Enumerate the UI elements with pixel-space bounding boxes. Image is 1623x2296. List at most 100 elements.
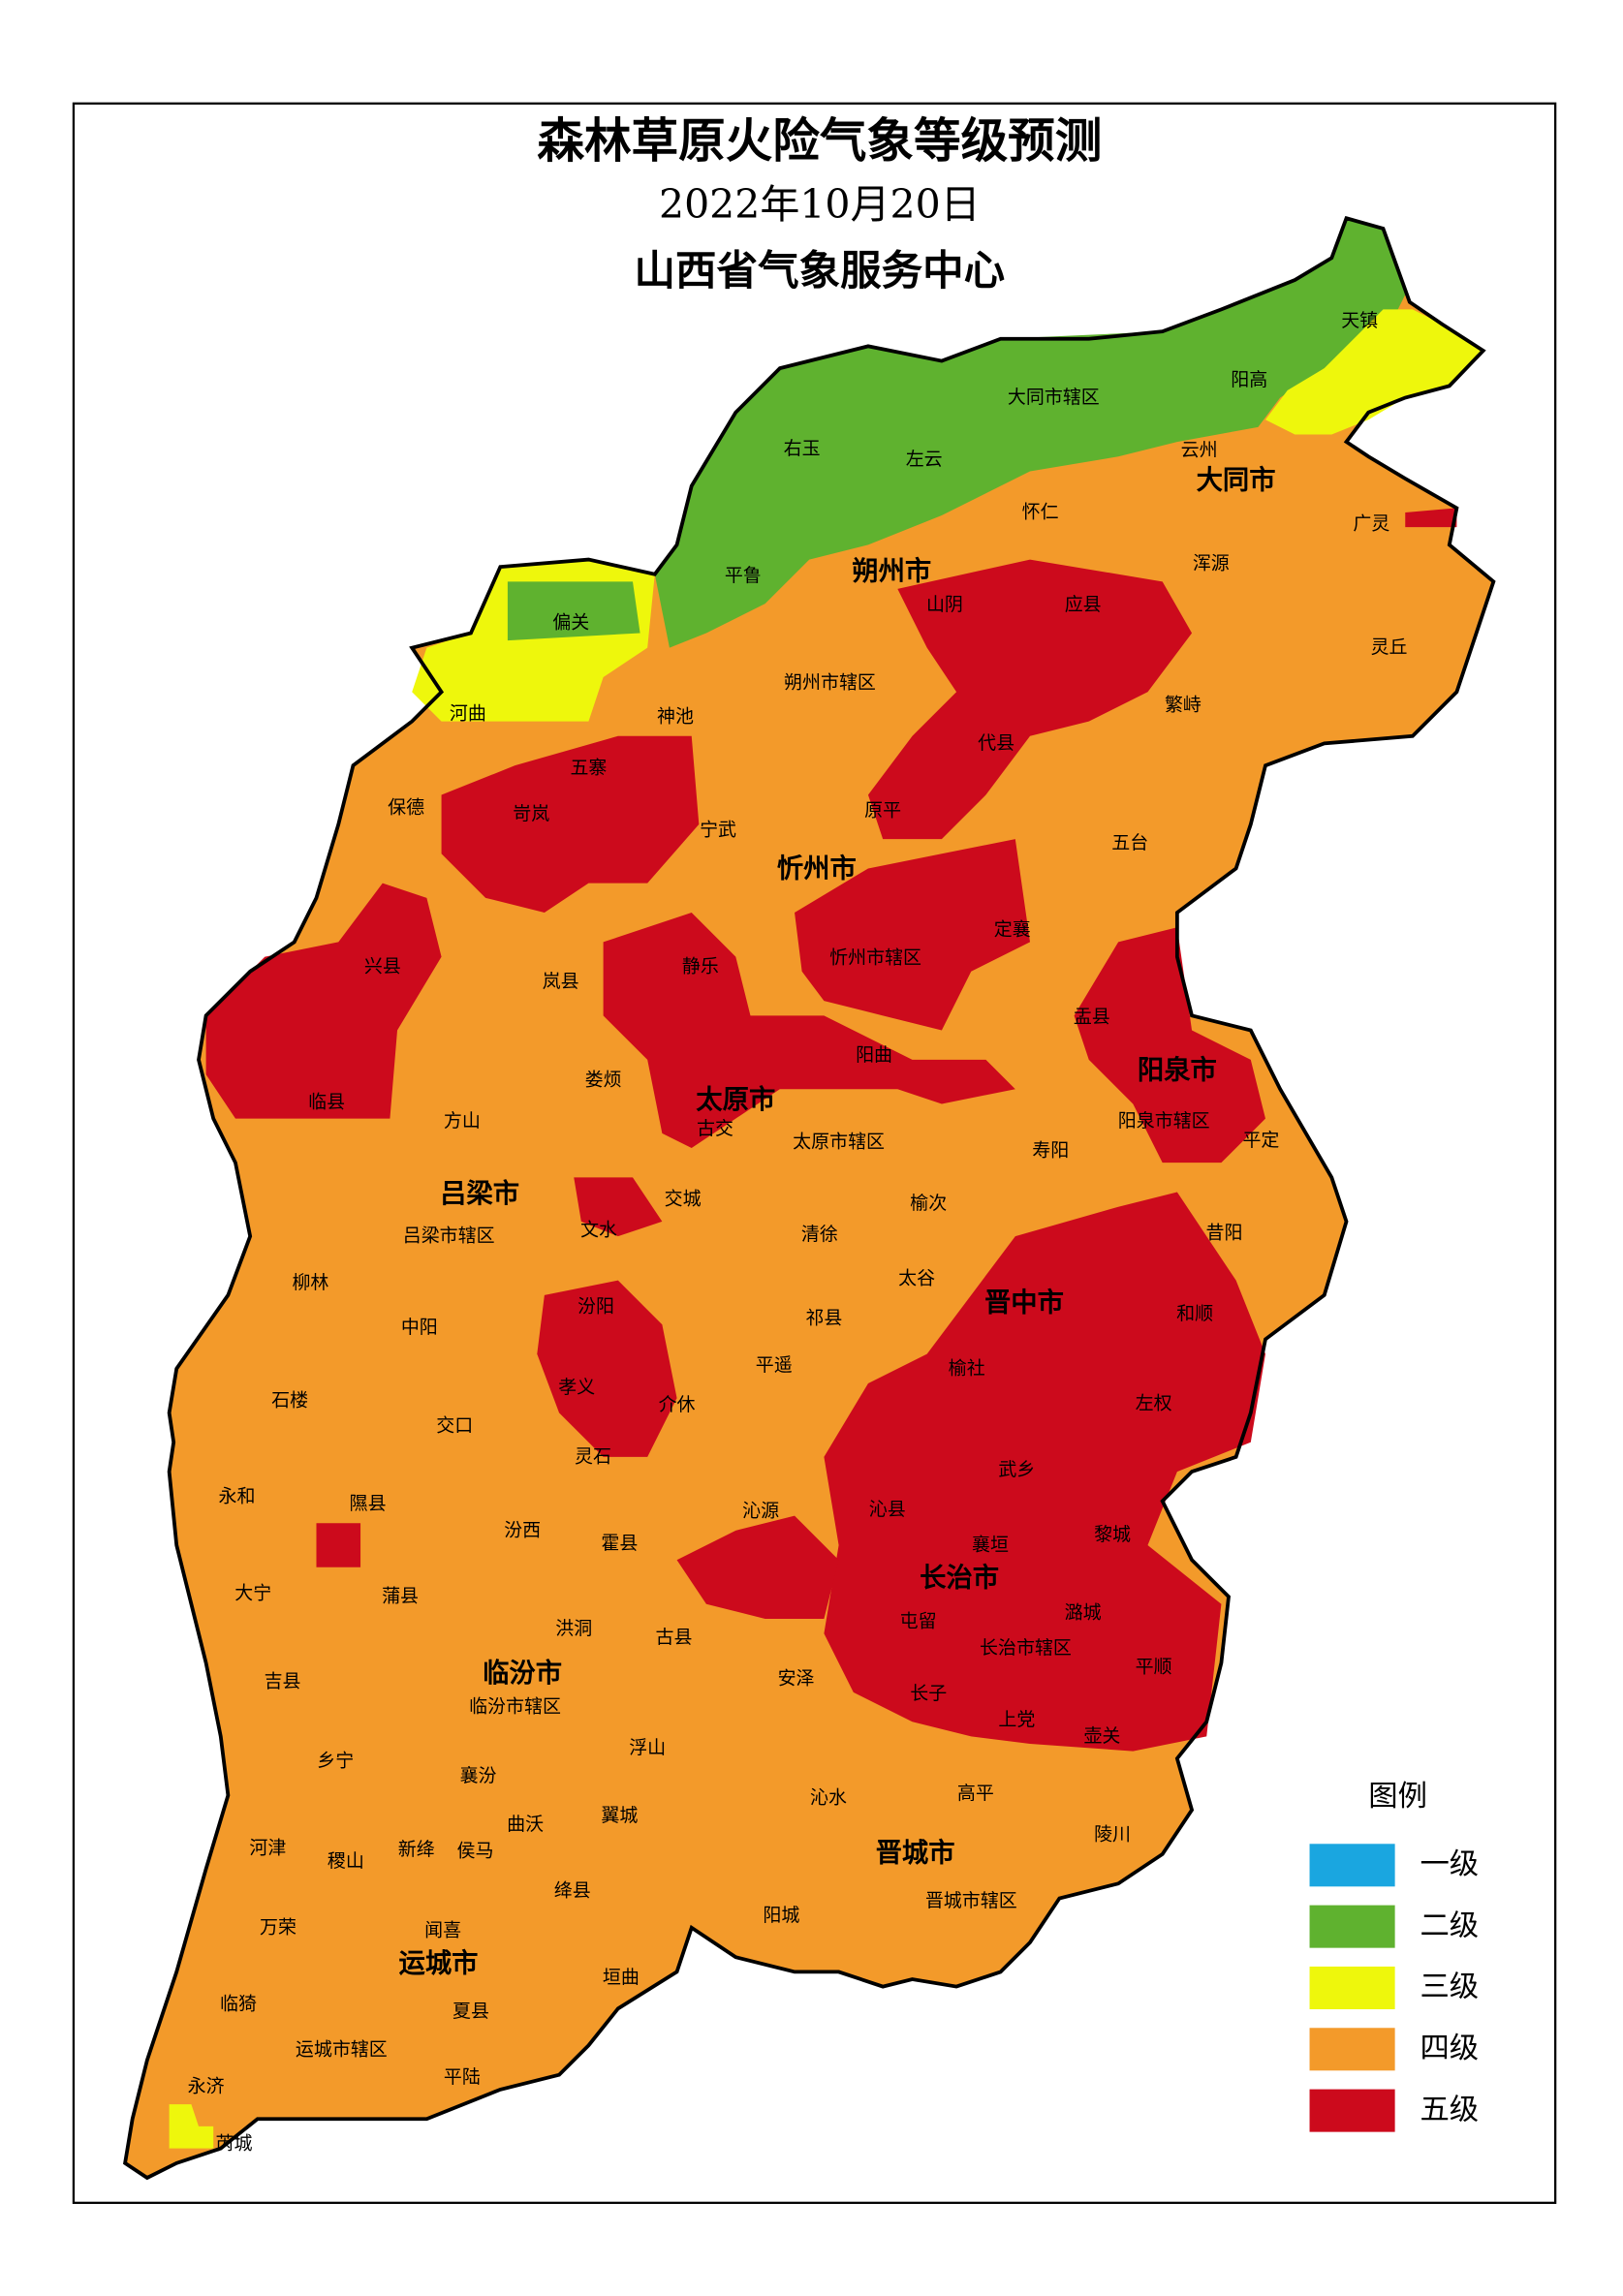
fire-zone [574,1177,663,1237]
legend-label: 五级 [1420,2093,1479,2126]
county-label: 和顺 [1176,1303,1213,1324]
county-label: 天镇 [1341,310,1378,331]
legend-label: 三级 [1420,1970,1479,2004]
city-label: 朔州市 [852,556,931,587]
issuer: 山西省气象服务中心 [635,247,1006,295]
city-label: 晋城市 [876,1837,955,1868]
county-label: 定襄 [994,919,1031,941]
fire-zone [654,218,1406,648]
legend-swatch [1309,1966,1395,2009]
county-label: 汾西 [504,1519,541,1540]
county-label: 静乐 [682,956,719,977]
county-label: 岚县 [543,971,579,992]
county-label: 上党 [998,1709,1035,1730]
legend-swatch [1309,1905,1395,1948]
county-label: 阳城 [763,1905,799,1926]
county-label: 交城 [665,1189,702,1210]
legend-swatch [1309,2089,1395,2132]
fire-zone [676,1515,839,1619]
fire-zone [1264,309,1483,435]
county-label: 山阴 [926,594,963,615]
county-label: 怀仁 [1022,501,1059,522]
county-label: 绛县 [554,1879,591,1901]
county-label: 大同市辖区 [1008,387,1100,408]
county-label: 高平 [957,1783,994,1804]
county-label: 河津 [249,1837,286,1858]
fire-zone [867,559,1193,840]
county-label: 五台 [1111,832,1148,853]
fire-zone [1405,508,1457,528]
county-label: 盂县 [1074,1006,1110,1027]
county-label: 潞城 [1065,1601,1102,1623]
county-label: 闻喜 [424,1919,461,1940]
county-label: 石楼 [271,1390,308,1412]
county-label: 广灵 [1353,513,1389,535]
fire-zone [316,1523,361,1567]
county-label: 沁源 [742,1501,779,1522]
county-label: 昔阳 [1205,1223,1242,1244]
province-border [123,215,1496,2181]
county-label: 灵丘 [1371,636,1408,658]
county-label: 隰县 [350,1493,387,1514]
county-label: 霍县 [601,1533,638,1554]
county-label: 吉县 [265,1671,301,1692]
county-label: 保德 [388,797,424,819]
county-label: 吕梁市辖区 [403,1226,495,1247]
county-label: 浮山 [629,1737,666,1758]
county-label: 五寨 [570,758,607,779]
date: 2022年10月20日 [659,181,981,228]
county-label: 汾阳 [577,1296,614,1318]
county-label: 黎城 [1094,1524,1131,1545]
frame [72,102,1557,2204]
county-label: 翼城 [601,1805,638,1826]
county-label: 文水 [580,1220,617,1241]
county-label: 柳林 [292,1272,328,1293]
county-label: 应县 [1065,594,1102,615]
county-label: 平定 [1242,1130,1279,1151]
county-label: 永济 [188,2075,225,2096]
county-label: 襄垣 [972,1535,1009,1556]
city-label: 运城市 [399,1947,479,1978]
legend-label: 一级 [1420,1847,1479,1881]
county-label: 襄汾 [460,1765,497,1786]
county-label: 繁峙 [1165,694,1202,715]
city-label: 阳泉市 [1138,1055,1217,1086]
county-label: 临县 [308,1091,345,1112]
county-label: 代县 [978,732,1014,754]
county-label: 平遥 [756,1354,793,1376]
county-label: 浑源 [1193,553,1230,574]
fire-zone [1074,927,1265,1164]
county-label: 乡宁 [317,1751,354,1772]
fire-zone [537,1280,677,1457]
county-label: 宁武 [700,819,736,840]
county-label: 平顺 [1136,1657,1172,1678]
county-label: 娄烦 [585,1070,622,1091]
county-label: 芮城 [215,2133,252,2155]
county-label: 神池 [657,706,694,728]
county-label: 榆社 [949,1357,985,1379]
legend-title: 图例 [1368,1780,1427,1814]
county-label: 寿阳 [1032,1140,1069,1162]
fire-zone [507,581,640,641]
county-label: 曲沃 [507,1814,544,1835]
county-label: 洪洞 [555,1618,592,1639]
county-label: 安泽 [778,1668,815,1690]
county-label: 垣曲 [603,1967,640,1988]
county-label: 永和 [219,1485,256,1506]
county-label: 清徐 [801,1224,838,1245]
county-label: 屯留 [900,1610,937,1631]
county-label: 阳曲 [856,1044,892,1066]
county-label: 武乡 [998,1459,1035,1480]
city-label: 长治市 [920,1562,999,1593]
county-label: 夏县 [453,2001,489,2022]
legend-swatch [1309,1844,1395,1887]
county-label: 临汾市辖区 [469,1696,561,1718]
county-label: 新绛 [398,1839,435,1860]
county-label: 灵石 [575,1445,611,1467]
county-label: 榆次 [910,1193,947,1214]
county-label: 忻州市辖区 [829,947,921,969]
city-label: 吕梁市 [440,1178,519,1209]
city-label: 太原市 [696,1084,775,1115]
